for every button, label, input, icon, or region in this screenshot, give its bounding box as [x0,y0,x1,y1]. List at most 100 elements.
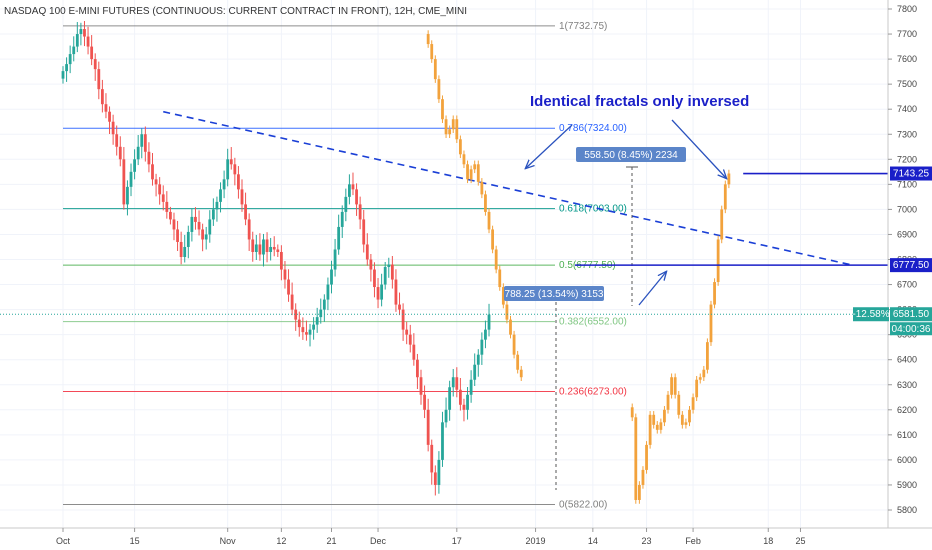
candle-body [204,234,208,240]
annotation-arrow-left [526,124,573,168]
candle-body [240,189,244,205]
candle-body [322,299,326,310]
y-tick-label: 5800 [897,505,917,515]
projection-bar [473,164,477,170]
candle-body [208,219,212,235]
candle-body [165,201,169,212]
candle-body [376,287,380,300]
candle-body [305,332,308,335]
candle-body [287,279,290,295]
price-tag-target-high: 7143.25 [893,169,930,180]
descending-trend-line [163,110,855,267]
candle-body [129,171,133,187]
fib-level-label: 0.786(7324.00) [559,123,627,134]
projection-bar [469,169,473,180]
projection-bar [663,409,666,423]
candle-body [394,279,398,305]
projection-bar [462,154,466,165]
projection-bar [634,417,638,500]
candle-body [426,409,430,445]
y-tick-label: 7100 [897,179,917,189]
candle-body [104,104,108,112]
x-tick-label: 18 [763,536,773,546]
candle-body [279,251,283,270]
y-tick-label: 6900 [897,229,917,239]
candle-body [93,59,97,70]
candle-body [369,259,373,270]
candle-body [462,404,466,410]
candle-body [244,204,247,220]
candle-body [466,394,469,410]
projection-bar [688,409,691,423]
x-tick-label: Oct [56,536,71,546]
candle-body [133,159,136,172]
candle-body [408,334,412,345]
x-tick-label: 2019 [526,536,546,546]
pct-change-box [853,307,889,322]
projection-bar [652,414,656,425]
candle-body [190,216,194,232]
countdown-box [890,322,932,336]
projection-bar [491,229,494,250]
candle-body [480,339,484,355]
fib-level-label: 0.382(6552.00) [559,317,627,328]
candle-body [111,121,115,135]
projection-bar [509,319,512,335]
y-tick-label: 6000 [897,455,917,465]
projection-bar [695,379,699,398]
candle-body [126,186,129,205]
price-candles [61,21,491,496]
candle-body [258,244,262,255]
projection-bar [448,129,452,135]
projection-bar [630,407,634,418]
projection-bar [505,304,509,320]
projection-bar [659,422,663,430]
projection-bar [641,469,645,485]
projection-bar [487,211,491,230]
price-tag-box [890,166,932,181]
candle-body [362,219,366,245]
y-tick-label: 6200 [897,405,917,415]
y-tick-label: 5900 [897,480,917,490]
candle-body [179,241,183,257]
candle-body [401,309,405,330]
candle-body [365,244,369,260]
measure-label-box [504,286,604,301]
x-tick-label: Feb [685,536,701,546]
candle-body [265,239,269,252]
price-axis: 5800590060006100620063006400650066006700… [852,4,932,515]
candle-body [423,394,426,410]
candle-body [351,184,355,190]
candle-body [233,164,237,175]
projection-bar [426,34,430,45]
y-tick-label: 6100 [897,430,917,440]
candle-body [355,189,358,205]
projection-bar [723,184,727,210]
time-axis: Oct 15 Nov 12 21 Dec 17 2019 14 23 Feb 18 25 [56,528,805,546]
candle-body [251,239,255,252]
y-tick-label: 6300 [897,380,917,390]
projection-bar [702,369,706,378]
candle-body [398,304,401,310]
candle-body [75,34,79,47]
candle-body [455,377,459,390]
price-tag-box [890,258,932,273]
y-tick-label: 7500 [897,79,917,89]
bar-countdown: 04:00:36 [892,324,931,335]
x-tick-label: 23 [642,536,652,546]
projection-bar [476,164,480,182]
grid [0,0,888,528]
projection-bar [512,334,516,355]
candle-body [283,269,287,280]
y-tick-label: 7400 [897,104,917,114]
candle-body [197,221,201,230]
candle-body [122,159,126,205]
x-tick-label: 17 [452,536,462,546]
candle-body [143,134,147,152]
projection-bar [670,377,673,395]
candle-body [226,159,230,180]
projection-bar [519,369,523,378]
candle-body [441,422,444,460]
